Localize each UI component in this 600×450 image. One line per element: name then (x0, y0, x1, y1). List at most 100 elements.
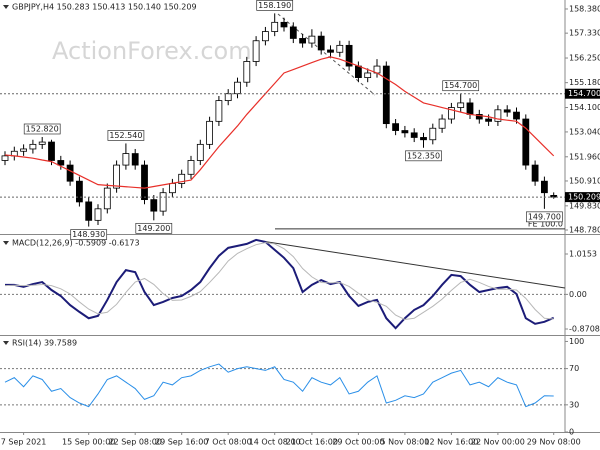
candle-body (168, 183, 176, 194)
candle-body (103, 187, 111, 210)
candle-body (141, 164, 148, 201)
y-tick-label: -0.8708 (569, 325, 600, 334)
candle-body (178, 173, 186, 184)
x-tick-label: 29 Nov 08:00 (527, 438, 581, 447)
panel-title: RSI(14) 39.7589 (12, 339, 77, 348)
candle-body (354, 65, 362, 78)
candle-body (447, 107, 455, 120)
candle-body (420, 137, 427, 141)
candle-body (280, 21, 288, 28)
candle-body (392, 123, 400, 131)
y-tick-label: 70 (569, 364, 579, 373)
price-label-box (107, 130, 145, 141)
x-tick-label: 7 Sep 2021 (1, 438, 47, 447)
candle-body (429, 127, 437, 141)
candle-body (308, 35, 316, 44)
price-label: 158.190 (258, 1, 291, 10)
candle-body (48, 141, 55, 161)
y-tick-label: 100 (569, 337, 584, 346)
x-tick-label: 15 Sep 00:00 (62, 438, 115, 447)
price-label: 152.350 (407, 151, 440, 160)
candle-body (66, 164, 74, 182)
x-tick-label: 12 Nov 16:00 (424, 438, 478, 447)
y-tick-label: 0.00 (569, 290, 587, 299)
candle-body (29, 143, 37, 150)
y-tick-label: 156.250 (569, 54, 600, 63)
level-tag (565, 88, 600, 99)
candle-body (150, 199, 158, 212)
x-tick-label: 14 Oct 08:00 (249, 438, 301, 447)
candle-body (76, 180, 83, 203)
candle-body (85, 201, 93, 221)
trend-line (254, 239, 566, 289)
candle-body (289, 26, 297, 39)
y-tick-label: 150.910 (569, 176, 600, 185)
level-label: 150.209 (568, 193, 600, 202)
y-tick-label: 157.330 (569, 29, 600, 38)
candle-body (113, 164, 120, 189)
candle-body (513, 111, 520, 120)
moving-average (4, 56, 555, 189)
y-tick-label: 153.040 (569, 127, 600, 136)
indicator-line (4, 242, 554, 320)
candle-body (317, 35, 325, 51)
y-tick-label: 0 (569, 428, 574, 437)
candle-body (401, 130, 409, 134)
price-label-box (442, 80, 480, 92)
candle-body (541, 180, 548, 194)
candle-body (234, 81, 241, 95)
price-label: 152.820 (26, 124, 59, 133)
candle-body (466, 102, 474, 115)
candle-body (494, 109, 502, 122)
price-label-box (23, 123, 61, 135)
candle-body (299, 38, 307, 44)
price-label-box (256, 0, 294, 11)
price-label: 154.700 (444, 81, 477, 90)
candle-body (410, 132, 418, 138)
y-tick-label: 151.960 (569, 152, 600, 161)
candle-body (122, 153, 130, 166)
candle-body (475, 114, 483, 120)
candle-body (271, 21, 279, 32)
indicator-line (5, 238, 555, 330)
candle-body (457, 102, 465, 108)
x-tick-label: 5 Nov 08:00 (380, 438, 429, 447)
y-tick-label: 149.830 (569, 201, 600, 210)
x-tick-label: 7 Oct 08:00 (205, 438, 252, 447)
candle-body (522, 118, 530, 166)
x-tick-label: 29 Oct 00:00 (332, 438, 384, 447)
candle-body (206, 120, 214, 145)
candle-body (327, 49, 334, 53)
y-tick-label: 30 (569, 400, 579, 409)
y-tick-label: 148.780 (569, 226, 600, 235)
candle-body (243, 61, 251, 83)
x-tick-label: 29 Sep 16:00 (155, 438, 208, 447)
y-tick-label: 158.380 (569, 4, 600, 13)
candle-body (531, 164, 539, 182)
icon (3, 241, 9, 245)
watermark: ActionForex.com (52, 37, 252, 65)
candle-body (438, 118, 446, 129)
candle-body (261, 31, 269, 42)
price-label: 149.200 (137, 224, 170, 233)
indicator-line (4, 363, 554, 408)
price-label-box (135, 222, 173, 234)
panel-title: MACD(12,26,9) -0.5909 -0.6173 (12, 239, 140, 248)
y-tick-label: 1.0153 (569, 250, 597, 259)
price-label-box (70, 229, 108, 240)
price-label: 148.930 (72, 230, 105, 239)
price-label-box (405, 150, 442, 162)
chart-title: GBPJPY,H4 150.283 150.413 150.140 150.20… (12, 3, 197, 12)
candle-body (364, 72, 372, 78)
price-label-box (526, 211, 563, 223)
candle-body (503, 109, 511, 113)
x-tick-label: 22 Sep 08:00 (108, 438, 161, 447)
candle-body (382, 65, 390, 125)
candle-body (159, 192, 167, 212)
icon (3, 5, 9, 9)
y-tick-label: 155.180 (569, 78, 600, 87)
candle-body (485, 118, 493, 122)
candle-body (336, 44, 344, 53)
